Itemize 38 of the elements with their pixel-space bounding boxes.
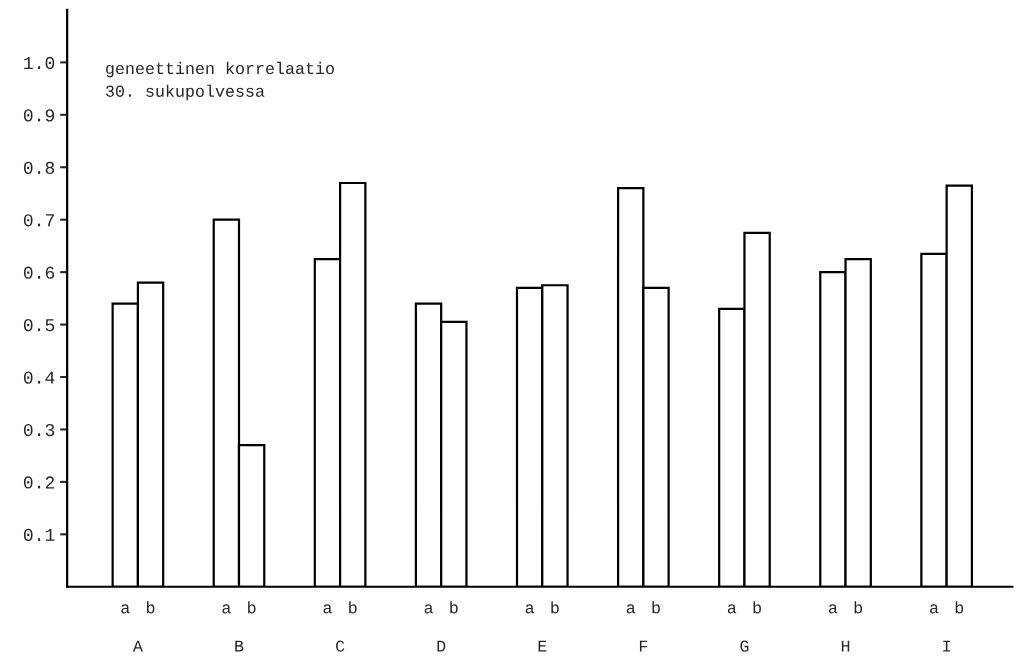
y-tick-label: 0.9 bbox=[23, 109, 55, 122]
text: a bbox=[424, 604, 433, 614]
y-tick-label: 1.0 bbox=[24, 56, 55, 70]
text: b bbox=[652, 601, 660, 614]
y-tick-label: 0.6 bbox=[23, 266, 55, 279]
text: b bbox=[753, 601, 761, 614]
y-tick-label: 0.3 bbox=[23, 423, 55, 437]
text: b bbox=[450, 601, 458, 614]
x-tick-label: H bbox=[841, 640, 850, 652]
text: a bbox=[626, 604, 636, 614]
text: b bbox=[955, 601, 964, 614]
text: a bbox=[930, 604, 939, 614]
y-tick-label: 0.1 bbox=[23, 528, 55, 542]
x-tick-label: I bbox=[943, 640, 950, 652]
x-tick-label: A bbox=[132, 640, 143, 652]
y-tick-label: 0.2 bbox=[23, 476, 55, 489]
x-tick-label: G bbox=[740, 640, 749, 652]
text: a bbox=[222, 604, 231, 614]
x-tick-label: B bbox=[235, 640, 244, 652]
x-tick-label: F bbox=[639, 640, 648, 652]
y-tick-label: 0.4 bbox=[23, 371, 55, 384]
y-tick-label: 0.8 bbox=[23, 161, 55, 174]
text: a bbox=[828, 604, 838, 614]
text: b bbox=[349, 601, 357, 614]
text: a bbox=[525, 604, 535, 614]
y-tick-label: 0.7 bbox=[23, 214, 54, 227]
x-tick-label: C bbox=[336, 640, 345, 652]
annotation: geneettinen korrelaatio 30. sukupolvessa bbox=[105, 61, 334, 101]
text: b bbox=[854, 601, 863, 614]
series-label: a bbox=[121, 604, 130, 614]
text: a bbox=[727, 604, 737, 614]
text: b bbox=[248, 601, 256, 614]
text: b bbox=[551, 601, 559, 614]
x-tick-label: D bbox=[437, 640, 446, 652]
series-label: b bbox=[147, 601, 155, 614]
text: a bbox=[323, 604, 332, 614]
y-tick-label: 0.5 bbox=[23, 319, 55, 332]
x-tick-label: E bbox=[538, 640, 547, 652]
